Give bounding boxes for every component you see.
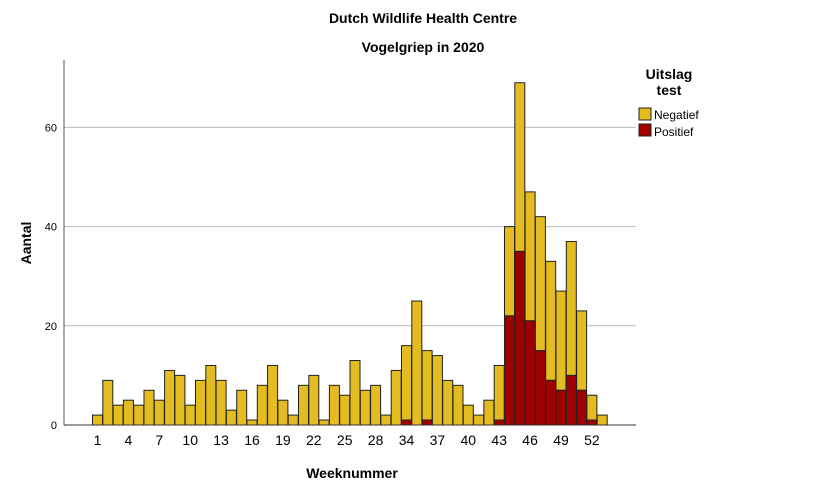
bar-negatief-week-28 <box>370 384 382 426</box>
chart-subtitle: Vogelgriep in 2020 <box>362 39 485 55</box>
x-tick-label: 43 <box>491 432 507 448</box>
bar-negatief-week-44 <box>504 226 515 317</box>
bar-negatief-week-14 <box>225 409 237 426</box>
x-tick-label: 34 <box>399 432 415 448</box>
bar-positief-week-43 <box>493 419 505 426</box>
bar-negatief-week-7 <box>153 399 165 426</box>
bar-negatief-week-21 <box>298 384 309 426</box>
x-tick-label: 22 <box>306 432 322 448</box>
y-tick-label: 0 <box>51 420 57 432</box>
bar-negatief-week-39 <box>452 384 464 426</box>
bar-negatief-week-20 <box>287 414 299 426</box>
bar-positief-week-46 <box>524 320 536 426</box>
bar-negatief-week-50 <box>565 240 577 376</box>
x-tick-label: 1 <box>94 432 102 448</box>
x-tick-label: 25 <box>337 432 353 448</box>
bar-negatief-week-18 <box>267 364 279 426</box>
bar-negatief-week-25 <box>339 394 351 426</box>
x-tick-label: 4 <box>125 432 133 448</box>
x-tick-label: 13 <box>213 432 229 448</box>
bar-negatief-week-46 <box>524 191 536 322</box>
x-tick-label: 19 <box>275 432 291 448</box>
bar-negatief-week-33 <box>390 369 402 426</box>
bar-negatief-week-6 <box>143 389 155 426</box>
legend-swatch-negatief <box>638 107 652 121</box>
bar-negatief-week-49 <box>555 290 567 391</box>
x-axis-label: Weeknummer <box>306 465 398 481</box>
bar-positief-week-45 <box>514 250 526 426</box>
bar-negatief-week-8 <box>164 369 176 426</box>
y-tick-label: 20 <box>45 321 57 333</box>
legend-swatch-positief <box>638 123 652 137</box>
bar-negatief-week-40 <box>462 404 474 426</box>
x-tick-label: 37 <box>430 432 446 448</box>
bar-negatief-week-32 <box>380 414 392 426</box>
bar-positief-week-34 <box>401 419 412 426</box>
bar-positief-week-36 <box>421 419 433 426</box>
bar-negatief-week-11 <box>195 379 206 426</box>
bar-negatief-week-24 <box>328 384 340 426</box>
chart-title: Dutch Wildlife Health Centre <box>329 10 517 26</box>
bar-negatief-week-3 <box>112 404 124 426</box>
bar-negatief-week-43 <box>493 364 505 421</box>
bar-negatief-week-47 <box>534 216 546 352</box>
bar-negatief-week-22 <box>308 374 320 426</box>
bar-negatief-week-26 <box>349 360 361 426</box>
bar-positief-week-51 <box>576 389 588 426</box>
bar-positief-week-44 <box>504 315 515 426</box>
bar-negatief-week-23 <box>318 419 330 426</box>
bar-negatief-week-16 <box>246 419 258 426</box>
bar-negatief-week-35 <box>411 300 423 426</box>
bar-positief-week-47 <box>534 350 546 426</box>
bar-positief-week-48 <box>545 379 557 426</box>
legend-label-negatief: Negatief <box>654 108 699 122</box>
bar-negatief-week-27 <box>359 389 371 426</box>
bar-negatief-week-36 <box>421 350 433 421</box>
bar-negatief-week-17 <box>256 384 268 426</box>
x-tick-label: 40 <box>461 432 477 448</box>
bar-negatief-week-34 <box>401 345 412 421</box>
bar-negatief-week-5 <box>133 404 145 426</box>
x-tick-label: 7 <box>155 432 163 448</box>
bar-negatief-week-12 <box>205 364 217 426</box>
y-axis-label: Aantal <box>18 222 34 265</box>
bar-negatief-week-10 <box>184 404 196 426</box>
bar-negatief-week-51 <box>576 310 588 391</box>
x-tick-label: 16 <box>244 432 260 448</box>
bar-positief-week-52 <box>586 419 598 426</box>
bar-negatief-week-53 <box>596 414 608 426</box>
bar-negatief-week-9 <box>174 374 186 426</box>
x-tick-label: 46 <box>522 432 538 448</box>
bar-negatief-week-42 <box>483 399 495 426</box>
bar-positief-week-50 <box>565 374 577 426</box>
bar-negatief-week-41 <box>473 414 485 426</box>
bar-negatief-week-45 <box>514 82 526 252</box>
legend-label-positief: Positief <box>654 125 694 139</box>
x-tick-label: 49 <box>553 432 569 448</box>
bar-positief-week-49 <box>555 389 567 426</box>
bar-negatief-week-1 <box>92 414 103 426</box>
y-tick-label: 60 <box>45 122 57 134</box>
bar-negatief-week-38 <box>442 379 454 426</box>
bar-negatief-week-37 <box>431 355 443 426</box>
legend: Uitslag test Negatief Positief <box>638 66 699 139</box>
bar-negatief-week-15 <box>236 389 248 426</box>
legend-title-line2: test <box>657 82 682 98</box>
bar-negatief-week-13 <box>215 379 227 426</box>
legend-title-line1: Uitslag <box>646 66 693 82</box>
bar-negatief-week-4 <box>122 399 134 426</box>
x-tick-label: 28 <box>368 432 384 448</box>
bar-negatief-week-2 <box>102 379 114 426</box>
bar-negatief-week-48 <box>545 260 557 381</box>
y-tick-label: 40 <box>45 222 57 234</box>
x-tick-label: 10 <box>182 432 198 448</box>
bar-negatief-week-19 <box>277 399 289 426</box>
bar-negatief-week-52 <box>586 394 598 421</box>
x-tick-label: 52 <box>584 432 600 448</box>
